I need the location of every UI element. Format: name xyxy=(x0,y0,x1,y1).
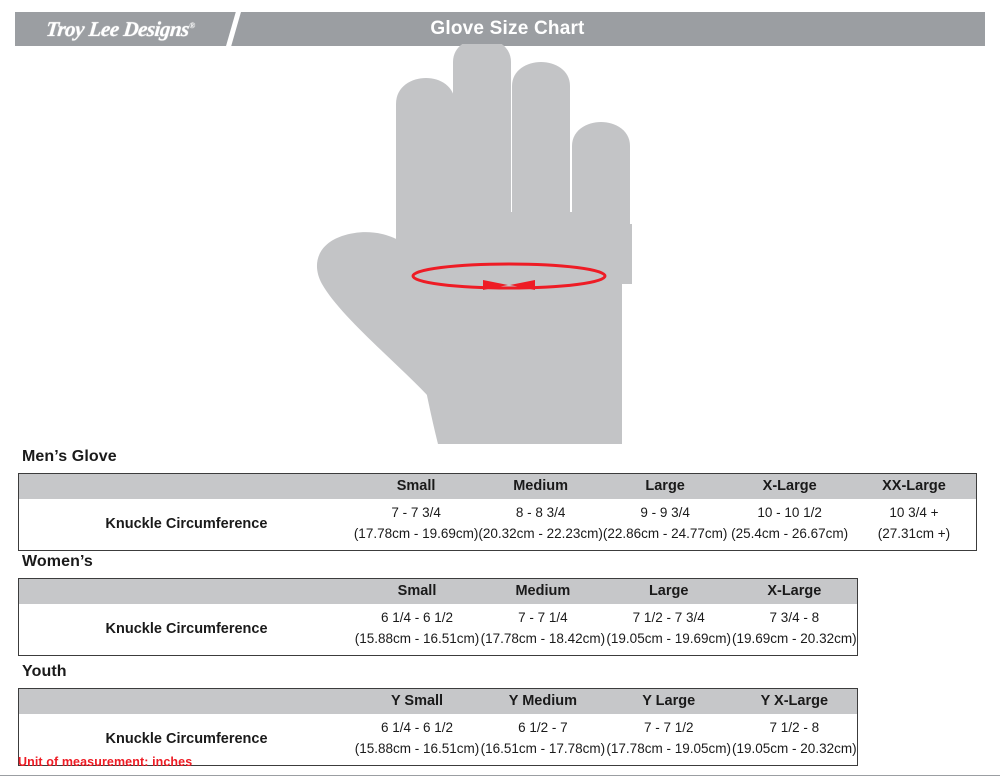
column-header-size: X-Large xyxy=(731,578,858,604)
section-title-womens: Women’s xyxy=(22,553,93,570)
table-row: Knuckle Circumference 6 1/4 - 6 1/2 (15.88… xyxy=(19,714,858,766)
row-label-knuckle-circumference: Knuckle Circumference xyxy=(105,621,268,638)
row-label-knuckle-circumference: Knuckle Circumference xyxy=(105,731,268,748)
value-inches: 7 3/4 - 8 xyxy=(769,610,820,626)
size-value-cell: 7 - 7 1/4 (17.78cm - 18.42cm) xyxy=(480,604,606,656)
column-header-size: Y Small xyxy=(354,688,480,714)
table-header-row: Small Medium Large X-Large XX-Large xyxy=(18,473,977,499)
value-centimeters: (15.88cm - 16.51cm) xyxy=(354,631,480,647)
size-table-youth: Y Small Y Medium Y Large Y X-Large Knuckle C… xyxy=(18,688,858,766)
brand-logo[interactable]: Troy Lee Designs® xyxy=(15,12,225,46)
value-inches: 7 - 7 3/4 xyxy=(391,505,441,521)
column-header-measure xyxy=(18,688,355,714)
column-header-size: XX-Large xyxy=(851,473,977,499)
column-header-size: Y Large xyxy=(605,688,732,714)
size-table-womens: Small Medium Large X-Large Knuckle Circumfer… xyxy=(18,578,858,656)
size-value-cell: 8 - 8 3/4 (20.32cm - 22.23cm) xyxy=(478,499,603,551)
table-header-row: Y Small Y Medium Y Large Y X-Large xyxy=(18,688,858,714)
brand-logo-text: Troy Lee Designs® xyxy=(44,16,196,41)
value-centimeters: (19.05cm - 20.32cm) xyxy=(732,741,857,757)
size-value-cell: 7 1/2 - 7 3/4 (19.05cm - 19.69cm) xyxy=(606,604,732,656)
value-inches: 9 - 9 3/4 xyxy=(640,505,690,521)
column-header-size: Y X-Large xyxy=(731,688,858,714)
column-header-size: Medium xyxy=(479,578,606,604)
column-header-size: Medium xyxy=(478,473,603,499)
section-mens-glove: Men’s Glove Small Medium Large X-Large XX-Lar… xyxy=(18,448,977,551)
size-value-cell: 9 - 9 3/4 (22.86cm - 24.77cm) xyxy=(603,499,728,551)
knuckle-circumference-loop-icon xyxy=(411,262,607,290)
column-header-size: Large xyxy=(605,578,732,604)
hand-silhouette-shape xyxy=(316,44,632,444)
value-centimeters: (16.51cm - 17.78cm) xyxy=(480,741,606,757)
size-value-cell: 7 3/4 - 8 (19.69cm - 20.32cm) xyxy=(732,604,858,656)
table-header-row: Small Medium Large X-Large xyxy=(18,578,858,604)
column-header-size: X-Large xyxy=(727,473,852,499)
section-womens: Women’s Small Medium Large X-Large Knuckle Ci… xyxy=(18,553,858,656)
column-header-measure xyxy=(18,578,355,604)
registered-trademark-icon: ® xyxy=(188,20,196,30)
value-inches: 6 1/4 - 6 1/2 xyxy=(380,610,454,626)
value-centimeters: (22.86cm - 24.77cm) xyxy=(602,526,728,542)
page-title: Glove Size Chart xyxy=(430,18,585,39)
value-centimeters: (17.78cm - 18.42cm) xyxy=(480,631,606,647)
header-bar: Troy Lee Designs® Glove Size Chart xyxy=(15,12,985,46)
value-centimeters: (25.4cm - 26.67cm) xyxy=(731,526,849,542)
size-value-cell: 10 3/4 + (27.31cm +) xyxy=(852,499,977,551)
value-centimeters: (15.88cm - 16.51cm) xyxy=(354,741,480,757)
value-centimeters: (20.32cm - 22.23cm) xyxy=(478,526,603,542)
column-header-size: Large xyxy=(602,473,728,499)
size-value-cell: 10 - 10 1/2 (25.4cm - 26.67cm) xyxy=(727,499,852,551)
section-title-youth: Youth xyxy=(22,663,67,680)
bottom-divider xyxy=(0,775,1000,776)
column-header-size: Y Medium xyxy=(479,688,606,714)
size-value-cell: 7 - 7 3/4 (17.78cm - 19.69cm) xyxy=(354,499,479,551)
value-centimeters: (17.78cm - 19.05cm) xyxy=(606,741,731,757)
column-header-size: Small xyxy=(354,578,480,604)
value-centimeters: (27.31cm +) xyxy=(877,526,951,542)
measure-arrowheads-icon xyxy=(483,280,535,290)
value-inches: 7 1/2 - 7 3/4 xyxy=(632,610,705,626)
size-value-cell: 7 - 7 1/2 (17.78cm - 19.05cm) xyxy=(606,714,732,766)
unit-of-measurement-note: Unit of measurement: inches xyxy=(18,755,193,769)
section-youth: Youth Y Small Y Medium Y Large Y X-Large Knuc… xyxy=(18,663,858,766)
table-row: Knuckle Circumference 6 1/4 - 6 1/2 (15.88… xyxy=(19,604,858,656)
value-inches: 7 - 7 1/4 xyxy=(518,610,568,626)
value-inches: 6 1/4 - 6 1/2 xyxy=(380,720,454,736)
value-centimeters: (19.69cm - 20.32cm) xyxy=(732,631,857,647)
value-inches: 7 1/2 - 8 xyxy=(769,720,820,736)
column-header-size: Small xyxy=(353,473,479,499)
size-value-cell: 6 1/2 - 7 (16.51cm - 17.78cm) xyxy=(480,714,606,766)
value-inches: 10 3/4 + xyxy=(889,505,939,521)
value-centimeters: (17.78cm - 19.69cm) xyxy=(353,526,479,542)
value-centimeters: (19.05cm - 19.69cm) xyxy=(606,631,731,647)
size-table-mens: Small Medium Large X-Large XX-Large Knuckle C… xyxy=(18,473,977,551)
value-inches: 10 - 10 1/2 xyxy=(757,505,822,521)
slash-divider-icon xyxy=(225,12,245,46)
size-value-cell: 6 1/4 - 6 1/2 (15.88cm - 16.51cm) xyxy=(354,604,480,656)
row-label-knuckle-circumference: Knuckle Circumference xyxy=(105,516,268,533)
value-inches: 7 - 7 1/2 xyxy=(643,720,694,736)
section-title-mens: Men’s Glove xyxy=(22,448,117,465)
size-value-cell: 7 1/2 - 8 (19.05cm - 20.32cm) xyxy=(732,714,858,766)
value-inches: 8 - 8 3/4 xyxy=(515,505,566,521)
size-value-cell: 6 1/4 - 6 1/2 (15.88cm - 16.51cm) xyxy=(354,714,480,766)
hand-measurement-diagram xyxy=(300,44,700,444)
value-inches: 6 1/2 - 7 xyxy=(518,720,568,736)
column-header-measure xyxy=(18,473,354,499)
table-row: Knuckle Circumference 7 - 7 3/4 (17.78cm -… xyxy=(19,499,977,551)
